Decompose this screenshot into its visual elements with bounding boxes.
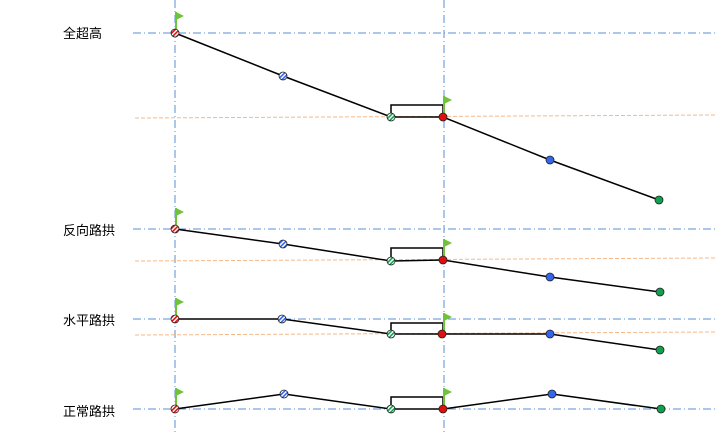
right-edge-point (386, 404, 396, 414)
centreline-1 (134, 257, 715, 262)
flag-icon (176, 12, 184, 20)
right-edge-point (654, 195, 664, 205)
right-edge-point (386, 256, 396, 266)
centre-point (278, 239, 288, 249)
profile-line-1 (174, 228, 661, 293)
row-label-reverse-crown: 反向路拱 (63, 224, 116, 239)
flag-icon (176, 298, 184, 306)
left-edge-point (170, 224, 180, 234)
row-label-level-crown: 水平路拱 (63, 314, 116, 329)
flag-icon (444, 239, 452, 247)
left-edge-point (438, 112, 448, 122)
right-edge-point (655, 287, 665, 297)
right-edge-point (386, 112, 396, 122)
flag-icon (444, 313, 452, 321)
left-edge-point (438, 404, 448, 414)
centre-point (547, 389, 557, 399)
profile-line-0 (174, 32, 660, 201)
centre-point (278, 71, 288, 81)
centre-point (279, 389, 289, 399)
right-edge-point (655, 345, 665, 355)
centre-point (545, 155, 555, 165)
left-edge-point (438, 255, 448, 265)
left-edge-point (170, 404, 180, 414)
profile-line-3 (174, 393, 662, 410)
left-edge-point (170, 28, 180, 38)
right-edge-point (656, 404, 666, 414)
flag-icon (176, 208, 184, 216)
profile-line-2 (175, 318, 661, 351)
centre-point (545, 329, 555, 339)
flag-icon (444, 96, 452, 104)
row-label-normal-crown: 正常路拱 (63, 405, 116, 420)
right-edge-point (386, 329, 396, 339)
centre-point (545, 272, 555, 282)
left-edge-point (437, 329, 447, 339)
transition-bracket-3 (390, 396, 444, 409)
flag-icon (444, 388, 452, 396)
transition-bracket-2 (390, 322, 444, 334)
row-label-full-superelevation: 全超高 (63, 27, 103, 42)
centre-point (277, 314, 287, 324)
transition-bracket-0 (390, 104, 444, 117)
left-edge-point (170, 314, 180, 324)
flag-icon (176, 388, 184, 396)
